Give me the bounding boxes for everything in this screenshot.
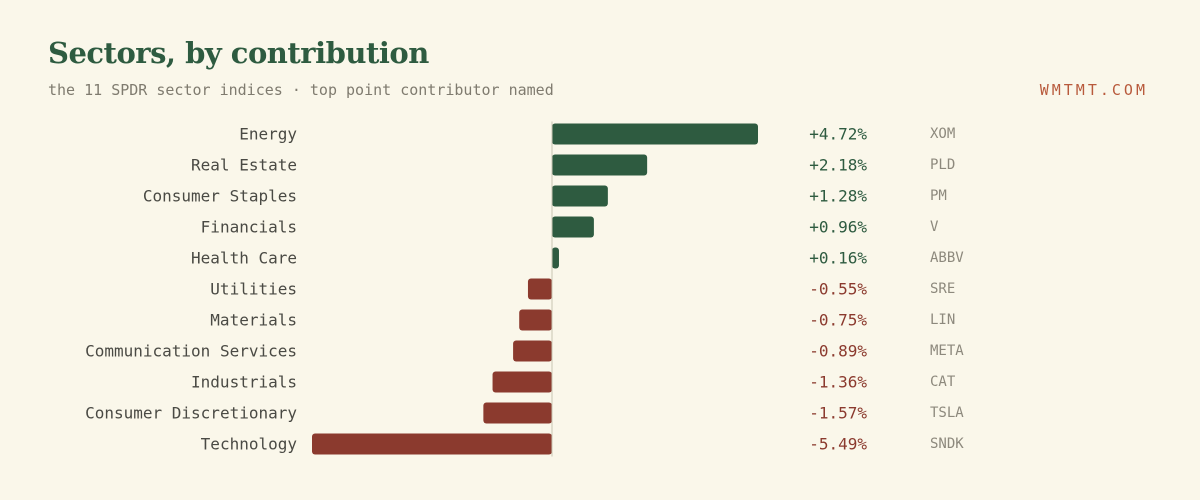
top-contributor-ticker: CAT xyxy=(930,374,956,390)
category-label: Technology xyxy=(201,435,298,454)
value-label: +0.96% xyxy=(809,218,867,237)
chart-subtitle: the 11 SPDR sector indices · top point c… xyxy=(48,81,554,99)
top-contributor-ticker: V xyxy=(930,219,939,235)
value-label: +4.72% xyxy=(809,125,867,144)
top-contributor-ticker: PLD xyxy=(930,157,955,173)
bar xyxy=(527,278,552,300)
chart-title: Sectors, by contribution xyxy=(48,36,429,70)
value-label: -5.49% xyxy=(809,435,867,454)
value-label: -0.75% xyxy=(809,311,867,330)
category-label: Health Care xyxy=(191,249,297,268)
bar xyxy=(552,154,648,176)
bar xyxy=(492,371,552,393)
top-contributor-ticker: SNDK xyxy=(930,436,964,452)
top-contributor-ticker: SRE xyxy=(930,281,955,297)
bar xyxy=(552,216,594,238)
category-label: Materials xyxy=(210,311,297,330)
top-contributor-ticker: TSLA xyxy=(930,405,964,421)
category-label: Industrials xyxy=(191,373,297,392)
top-contributor-ticker: XOM xyxy=(930,126,955,142)
category-label: Consumer Discretionary xyxy=(85,404,297,423)
value-label: -1.57% xyxy=(809,404,867,423)
bar xyxy=(552,247,559,269)
bar xyxy=(312,433,552,455)
value-label: +2.18% xyxy=(809,156,867,175)
value-label: -0.55% xyxy=(809,280,867,299)
category-label: Financials xyxy=(201,218,297,237)
category-label: Utilities xyxy=(210,280,297,299)
top-contributor-ticker: ABBV xyxy=(930,250,964,266)
category-label: Energy xyxy=(239,125,297,144)
bar xyxy=(519,309,552,331)
top-contributor-ticker: PM xyxy=(930,188,947,204)
bar xyxy=(552,185,608,207)
top-contributor-ticker: META xyxy=(930,343,964,359)
brand-logo-text[interactable]: WMTMT.COM xyxy=(1039,81,1148,99)
value-label: -1.36% xyxy=(809,373,867,392)
top-contributor-ticker: LIN xyxy=(930,312,955,328)
category-label: Real Estate xyxy=(191,156,297,175)
value-label: +1.28% xyxy=(809,187,867,206)
value-label: +0.16% xyxy=(809,249,867,268)
bar xyxy=(552,123,758,145)
category-label: Consumer Staples xyxy=(143,187,297,206)
category-label: Communication Services xyxy=(85,342,297,361)
value-label: -0.89% xyxy=(809,342,867,361)
bar xyxy=(483,402,552,424)
bar xyxy=(513,340,552,362)
